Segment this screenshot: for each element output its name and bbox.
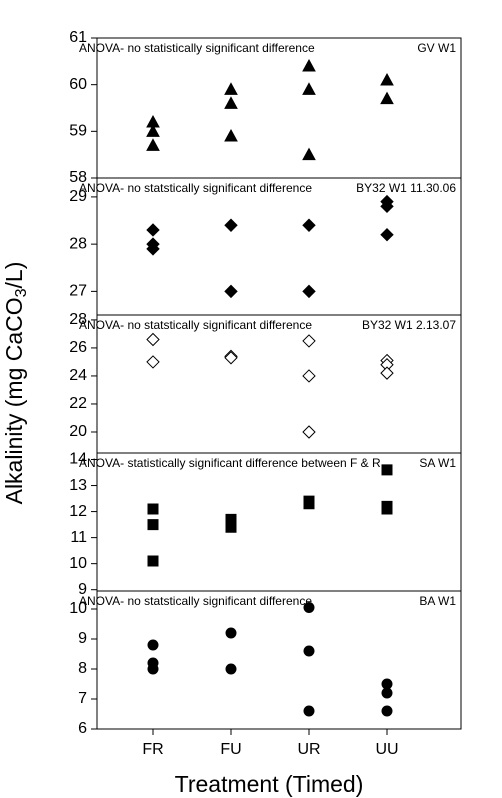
x-axis-label: Treatment (Timed) [175, 771, 364, 797]
y-tick-label: 27 [69, 283, 87, 300]
annotation: ANOVA- no statistically significant diff… [79, 41, 315, 55]
y-tick-label: 59 [69, 123, 87, 140]
data-point [225, 663, 237, 675]
data-point [302, 82, 316, 95]
data-point [147, 639, 159, 651]
data-point [303, 498, 315, 510]
panel-label: BA W1 [419, 594, 456, 608]
y-tick-label: 24 [69, 367, 87, 384]
data-point [146, 124, 160, 137]
data-point [302, 284, 316, 299]
y-tick-label: 22 [69, 395, 87, 412]
y-tick-label: 10 [69, 600, 87, 617]
y-tick-label: 6 [78, 720, 87, 737]
y-tick-label: 60 [69, 76, 87, 93]
panel-label: GV W1 [417, 41, 456, 55]
data-point [225, 521, 237, 533]
data-point [224, 128, 238, 142]
data-point [147, 503, 159, 515]
data-point [302, 334, 316, 348]
data-point [224, 351, 238, 365]
data-point [381, 464, 393, 476]
data-point [380, 227, 394, 242]
panel-label: BY32 W1 11.30.06 [356, 181, 456, 195]
y-axis-label-sub: 3 [13, 288, 30, 297]
y-tick-label: 9 [78, 581, 87, 598]
annotation: ANOVA- no statstically significant diffe… [79, 594, 312, 608]
annotation: ANOVA- statistically significant differe… [79, 456, 381, 470]
data-point [146, 355, 160, 369]
x-tick-label: FU [220, 741, 241, 758]
data-point [380, 72, 394, 86]
data-point [302, 369, 316, 383]
y-tick-label: 10 [69, 555, 87, 572]
y-tick-label: 9 [78, 630, 87, 647]
y-tick-label: 20 [69, 423, 87, 440]
data-point [381, 705, 393, 717]
data-point [303, 705, 315, 717]
x-tick-label: UR [297, 741, 320, 758]
data-point [380, 199, 394, 214]
y-axis-label-part: Alkalinity (mg CaCO [1, 297, 27, 504]
data-point [303, 645, 315, 657]
y-tick-label: 26 [69, 339, 87, 356]
data-point [302, 218, 316, 232]
annotation: ANOVA- no statstically significant diffe… [79, 318, 312, 332]
data-point [381, 678, 393, 690]
data-point [224, 284, 238, 299]
annotation: ANOVA- no statstically significant diffe… [79, 181, 312, 195]
y-axis-label-part: /L) [1, 262, 27, 289]
panel-label: SA W1 [419, 456, 456, 470]
data-point [381, 687, 393, 699]
data-point [225, 627, 237, 639]
panel-frame [96, 37, 462, 179]
y-axis-label: Alkalinity (mg CaCO3/L) [1, 262, 30, 505]
data-point [224, 96, 238, 109]
data-point [380, 91, 394, 105]
y-tick-label: 28 [69, 235, 87, 252]
y-tick-label: 12 [69, 503, 87, 520]
data-point [146, 138, 160, 151]
y-tick-label: 8 [78, 660, 87, 677]
data-point [147, 555, 159, 567]
data-point [380, 366, 394, 380]
y-tick-label: 13 [69, 477, 87, 494]
data-point [381, 503, 393, 515]
y-tick-label: 61 [69, 29, 87, 46]
data-point [302, 425, 316, 439]
data-point [147, 519, 159, 531]
x-tick-label: FR [142, 741, 163, 758]
y-tick-label: 29 [69, 188, 87, 205]
data-point [146, 242, 160, 256]
data-point [302, 58, 316, 72]
data-point [146, 223, 160, 237]
data-point [224, 82, 238, 95]
y-tick-label: 11 [70, 529, 87, 546]
panel-label: BY32 W1 2.13.07 [362, 318, 456, 332]
y-tick-label: 7 [78, 690, 87, 707]
x-tick-label: UU [375, 741, 398, 758]
data-point [224, 218, 238, 232]
data-point [302, 147, 316, 161]
data-point [146, 332, 160, 347]
panel-frame [96, 590, 462, 730]
data-point [147, 663, 159, 675]
y-tick-label: 28 [69, 311, 87, 328]
y-tick-label: 58 [69, 169, 87, 186]
y-tick-label: 14 [69, 451, 87, 468]
data-point [303, 602, 315, 613]
